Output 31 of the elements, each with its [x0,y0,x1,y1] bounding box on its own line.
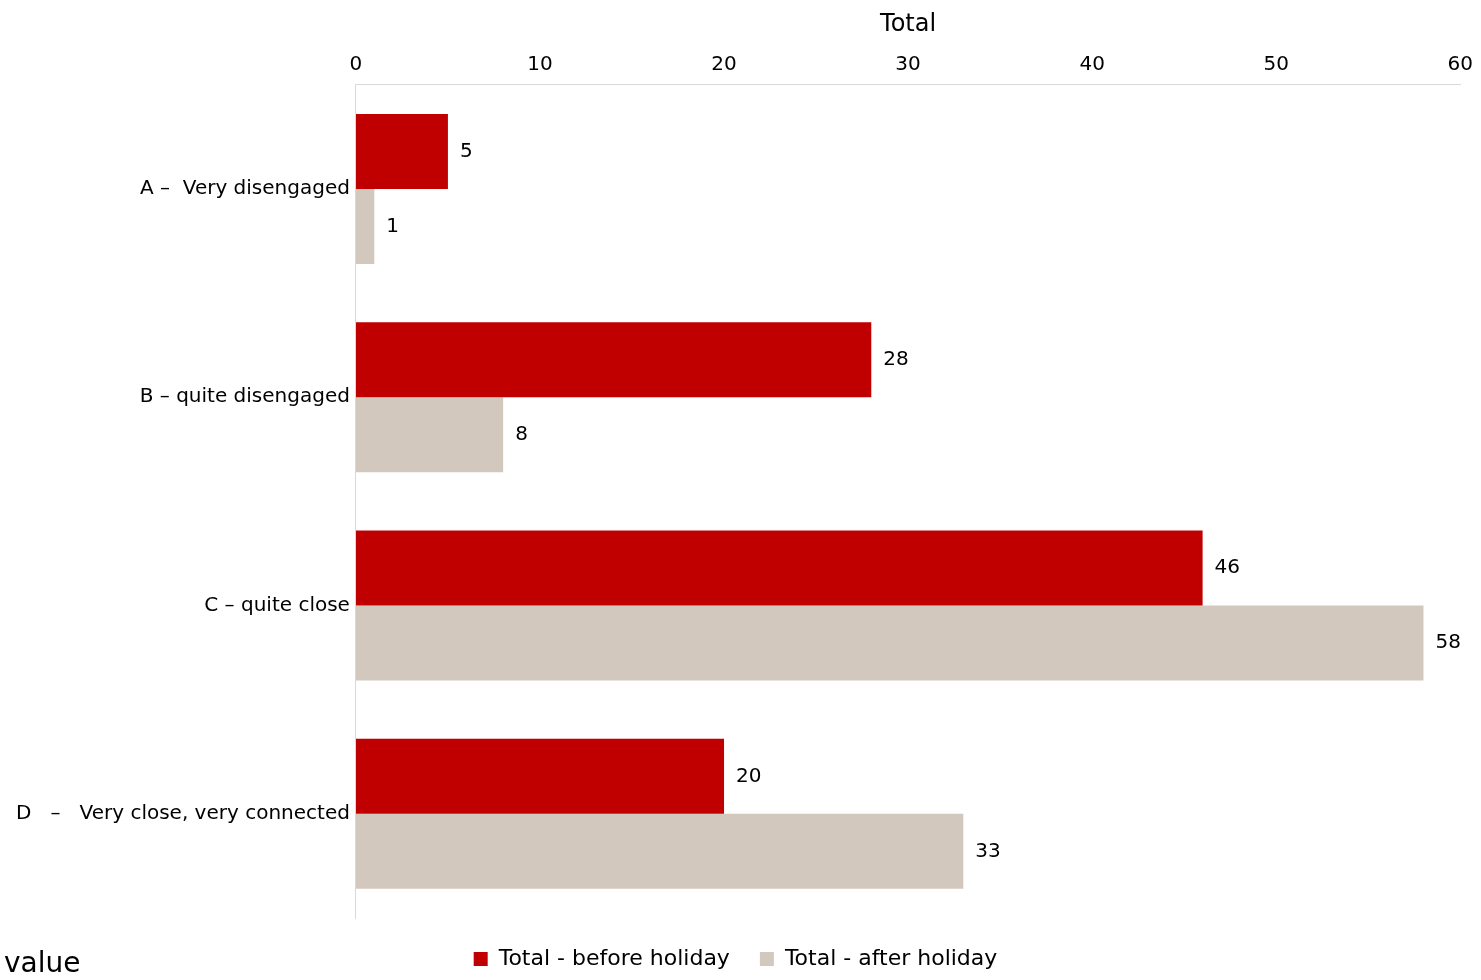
bar [355,113,448,189]
x-tick-label: 40 [1079,51,1105,75]
data-label: 33 [975,837,1001,862]
x-tick-label: 0 [349,51,363,75]
data-label: 20 [736,762,762,787]
bar [355,530,1203,606]
x-tick-label: 30 [895,51,921,75]
y-tick-label: B – quite disengaged [139,383,350,408]
bar [355,397,504,473]
bar [355,813,964,889]
y-tick-label: C – quite close [204,591,350,616]
data-label: 58 [1435,629,1461,654]
data-label: 1 [386,212,400,237]
x-axis-title: Total [879,8,937,37]
x-tick-label: 20 [711,51,737,75]
y-tick-label: D – Very close, very connected [16,800,350,825]
legend-label: Total - before holiday [497,944,730,970]
data-label: 46 [1214,554,1241,579]
y-tick-label: A – Very disengaged [140,175,350,200]
bar [355,322,872,398]
text: value [4,946,81,979]
bar [355,188,375,264]
legend-label: Total - after holiday [783,944,998,970]
x-tick-label: 60 [1447,51,1473,75]
data-label: 28 [883,345,909,370]
data-label: 5 [459,137,473,162]
x-tick-label: 50 [1263,51,1289,75]
bar [355,605,1424,681]
bar [355,738,725,814]
x-tick-label: 10 [527,51,553,75]
data-label: 8 [515,420,528,445]
